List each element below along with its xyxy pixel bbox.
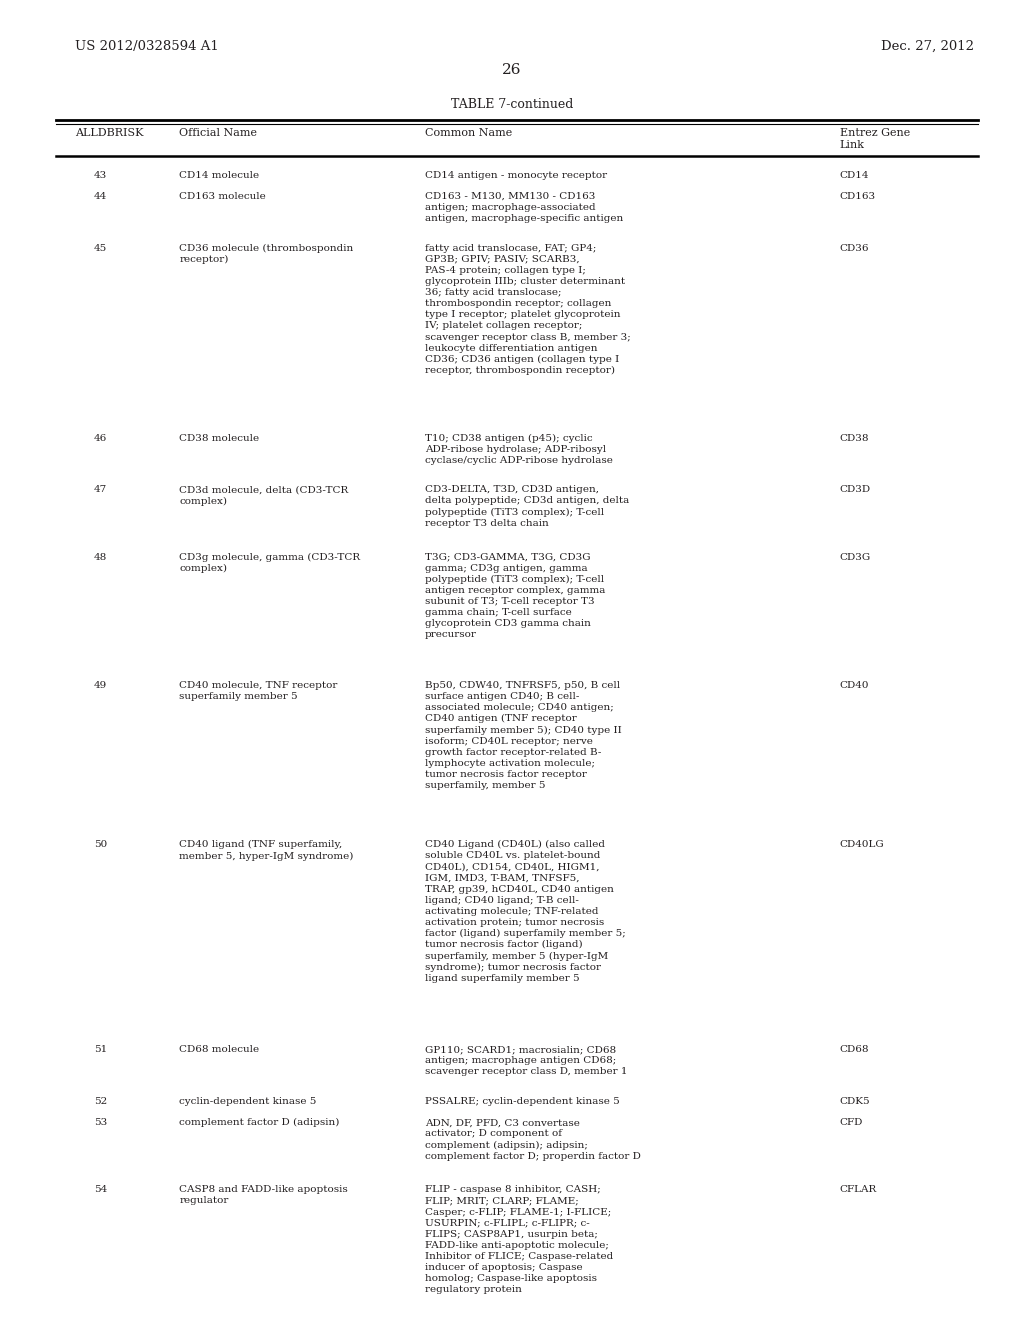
Text: 43: 43: [94, 170, 106, 180]
Text: CD68: CD68: [840, 1045, 869, 1055]
Text: CD14 antigen - monocyte receptor: CD14 antigen - monocyte receptor: [425, 170, 607, 180]
Text: FLIP - caspase 8 inhibitor, CASH;
FLIP; MRIT; CLARP; FLAME;
Casper; c-FLIP; FLAM: FLIP - caspase 8 inhibitor, CASH; FLIP; …: [425, 1185, 613, 1294]
Text: T3G; CD3-GAMMA, T3G, CD3G
gamma; CD3g antigen, gamma
polypeptide (TiT3 complex);: T3G; CD3-GAMMA, T3G, CD3G gamma; CD3g an…: [425, 553, 605, 639]
Text: Link: Link: [840, 140, 864, 149]
Text: CD3D: CD3D: [840, 486, 870, 495]
Text: CD36: CD36: [840, 244, 869, 252]
Text: 47: 47: [94, 486, 106, 495]
Text: CD3d molecule, delta (CD3-TCR
complex): CD3d molecule, delta (CD3-TCR complex): [179, 486, 348, 506]
Text: TABLE 7-continued: TABLE 7-continued: [451, 98, 573, 111]
Text: PSSALRE; cyclin-dependent kinase 5: PSSALRE; cyclin-dependent kinase 5: [425, 1097, 620, 1106]
Text: Bp50, CDW40, TNFRSF5, p50, B cell
surface antigen CD40; B cell-
associated molec: Bp50, CDW40, TNFRSF5, p50, B cell surfac…: [425, 681, 622, 791]
Text: ADN, DF, PFD, C3 convertase
activator; D component of
complement (adipsin); adip: ADN, DF, PFD, C3 convertase activator; D…: [425, 1118, 641, 1160]
Text: CD40LG: CD40LG: [840, 840, 885, 849]
Text: US 2012/0328594 A1: US 2012/0328594 A1: [75, 40, 218, 53]
Text: 45: 45: [94, 244, 106, 252]
Text: CD36 molecule (thrombospondin
receptor): CD36 molecule (thrombospondin receptor): [179, 244, 353, 264]
Text: CD40: CD40: [840, 681, 869, 690]
Text: CFD: CFD: [840, 1118, 863, 1127]
Text: 52: 52: [94, 1097, 106, 1106]
Text: Entrez Gene: Entrez Gene: [840, 128, 910, 139]
Text: CFLAR: CFLAR: [840, 1185, 877, 1195]
Text: 51: 51: [94, 1045, 106, 1055]
Text: CD163 molecule: CD163 molecule: [179, 191, 266, 201]
Text: T10; CD38 antigen (p45); cyclic
ADP-ribose hydrolase; ADP-ribosyl
cyclase/cyclic: T10; CD38 antigen (p45); cyclic ADP-ribo…: [425, 433, 612, 465]
Text: cyclin-dependent kinase 5: cyclin-dependent kinase 5: [179, 1097, 316, 1106]
Text: 26: 26: [502, 63, 522, 77]
Text: complement factor D (adipsin): complement factor D (adipsin): [179, 1118, 340, 1127]
Text: CD68 molecule: CD68 molecule: [179, 1045, 259, 1055]
Text: 48: 48: [94, 553, 106, 561]
Text: 49: 49: [94, 681, 106, 690]
Text: 53: 53: [94, 1118, 106, 1127]
Text: fatty acid translocase, FAT; GP4;
GP3B; GPIV; PASIV; SCARB3,
PAS-4 protein; coll: fatty acid translocase, FAT; GP4; GP3B; …: [425, 244, 631, 375]
Text: CD38 molecule: CD38 molecule: [179, 433, 259, 442]
Text: CASP8 and FADD-like apoptosis
regulator: CASP8 and FADD-like apoptosis regulator: [179, 1185, 348, 1205]
Text: CD14 molecule: CD14 molecule: [179, 170, 259, 180]
Text: Dec. 27, 2012: Dec. 27, 2012: [881, 40, 974, 53]
Text: 44: 44: [94, 191, 106, 201]
Text: CD40 Ligand (CD40L) (also called
soluble CD40L vs. platelet-bound
CD40L), CD154,: CD40 Ligand (CD40L) (also called soluble…: [425, 840, 626, 983]
Text: Official Name: Official Name: [179, 128, 257, 139]
Text: CD3-DELTA, T3D, CD3D antigen,
delta polypeptide; CD3d antigen, delta
polypeptide: CD3-DELTA, T3D, CD3D antigen, delta poly…: [425, 486, 629, 528]
Text: 46: 46: [94, 433, 106, 442]
Text: CD14: CD14: [840, 170, 869, 180]
Text: 50: 50: [94, 840, 106, 849]
Text: CD40 ligand (TNF superfamily,
member 5, hyper-IgM syndrome): CD40 ligand (TNF superfamily, member 5, …: [179, 840, 353, 861]
Text: CD163: CD163: [840, 191, 876, 201]
Text: CD3G: CD3G: [840, 553, 871, 561]
Text: ALLDBRISK: ALLDBRISK: [75, 128, 143, 139]
Text: CD40 molecule, TNF receptor
superfamily member 5: CD40 molecule, TNF receptor superfamily …: [179, 681, 338, 701]
Text: CD3g molecule, gamma (CD3-TCR
complex): CD3g molecule, gamma (CD3-TCR complex): [179, 553, 360, 573]
Text: CD163 - M130, MM130 - CD163
antigen; macrophage-associated
antigen, macrophage-s: CD163 - M130, MM130 - CD163 antigen; mac…: [425, 191, 624, 223]
Text: CDK5: CDK5: [840, 1097, 870, 1106]
Text: GP110; SCARD1; macrosialin; CD68
antigen; macrophage antigen CD68;
scavenger rec: GP110; SCARD1; macrosialin; CD68 antigen…: [425, 1045, 628, 1077]
Text: Common Name: Common Name: [425, 128, 512, 139]
Text: 54: 54: [94, 1185, 106, 1195]
Text: CD38: CD38: [840, 433, 869, 442]
